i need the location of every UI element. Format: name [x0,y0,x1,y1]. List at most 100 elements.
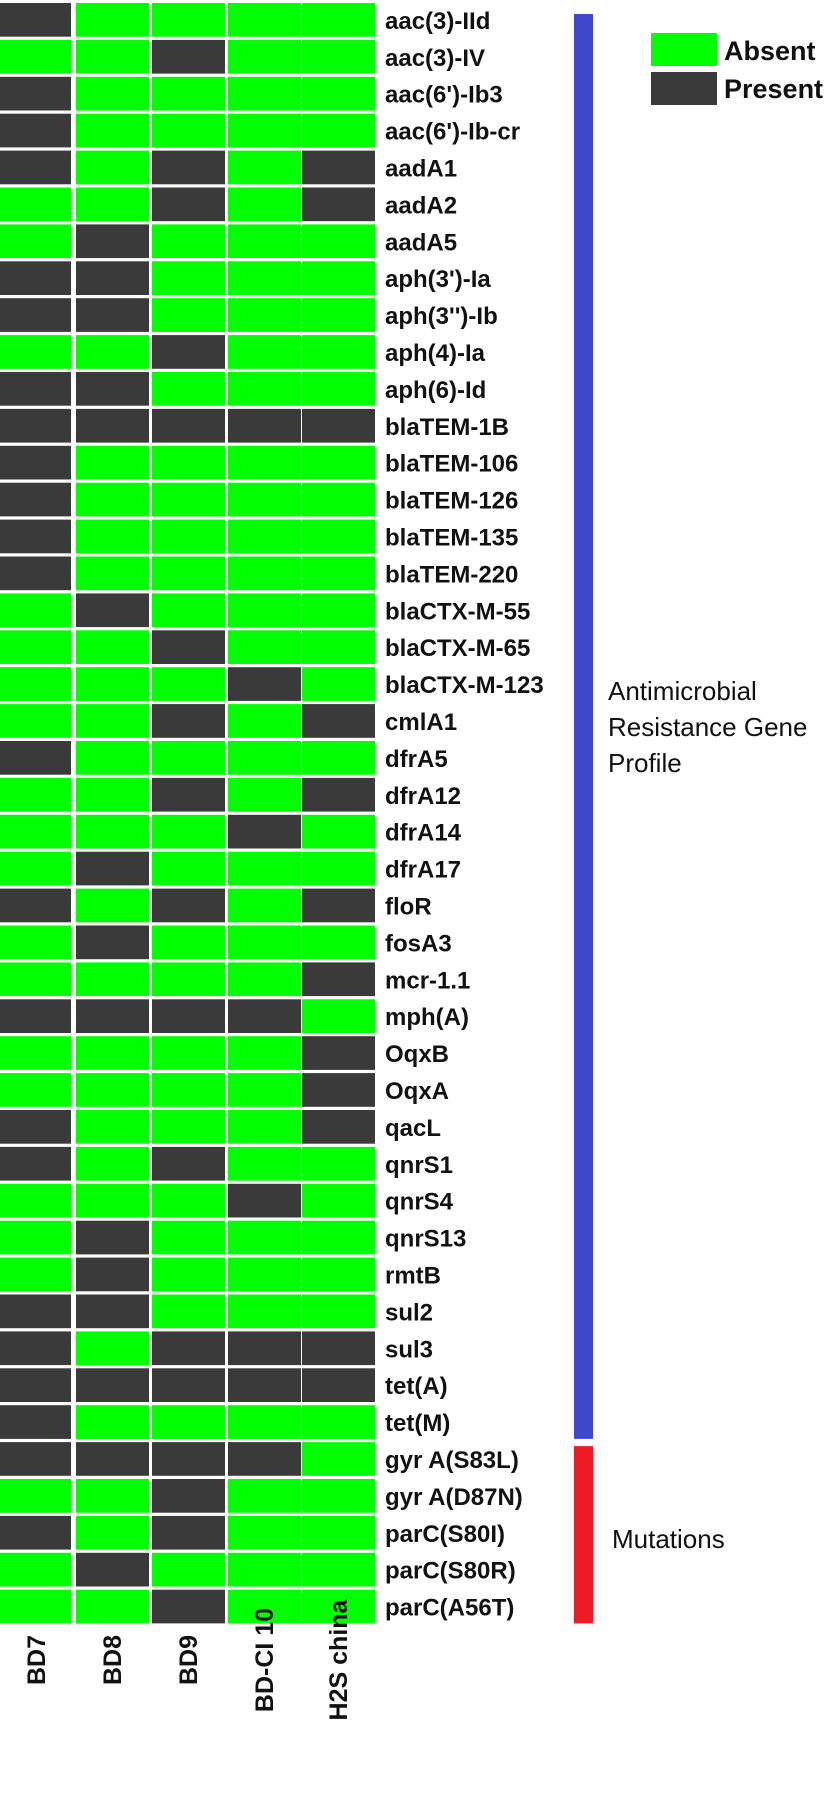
cell-blatem-135-bd8 [76,519,149,554]
cell-parc-s80i-bd-ci-10 [228,1515,301,1550]
cell-parc-a56t-bd-ci-10 [228,1589,301,1624]
cell-oqxb-bd7 [0,1036,71,1070]
cell-dfra14-bd8 [76,814,149,849]
cell-blatem-135-bd7 [0,519,71,554]
cell-blatem-106-bd8 [76,445,149,480]
cell-oqxb-bd8 [76,1036,149,1070]
cell-tet-a-bd-ci-10 [228,1368,301,1402]
cell-blatem-1b-bd9 [152,408,225,443]
cell-aph-3-ib-h2s-china [302,298,375,332]
cell-fosa3-h2s-china [302,925,375,960]
row-label: aac(6')-Ib3 [385,82,503,109]
cell-parc-s80r-bd8 [76,1552,149,1587]
row-label: aac(3)-IId [385,8,490,35]
cell-aac-6-ib3-h2s-china [302,76,375,111]
cell-parc-s80r-bd9 [152,1552,225,1587]
cell-tet-a-h2s-china [302,1368,375,1402]
cell-blatem-126-bd7 [0,482,71,517]
cell-cmla1-h2s-china [302,704,375,738]
cell-parc-s80i-bd7 [0,1515,71,1550]
cell-aph-3-ia-h2s-china [302,261,375,295]
cell-parc-s80r-h2s-china [302,1552,375,1587]
cell-qnrs1-h2s-china [302,1146,375,1181]
cell-cmla1-bd7 [0,704,71,738]
row-label: qnrS13 [385,1226,466,1253]
cell-blactx-m-123-bd9 [152,667,225,701]
legend-label-absent: Absent [724,36,816,66]
cell-flor-bd7 [0,888,71,923]
cell-dfra12-bd9 [152,777,225,812]
cell-mcr-1-1-bd9 [152,962,225,997]
row-label: OqxA [385,1078,449,1105]
cell-aac-3-iid-bd9 [152,3,225,37]
cell-aph-3-ib-bd9 [152,298,225,332]
cell-blatem-135-bd-ci-10 [228,519,301,554]
cell-aac-6-ib-cr-bd9 [152,113,225,148]
row-label: dfrA14 [385,820,462,847]
row-label: sul3 [385,1336,433,1363]
cell-qnrs4-bd9 [152,1183,225,1218]
cell-qnrs1-bd7 [0,1146,71,1181]
column-labels: BD7 BD8 BD9 BD-CI 10 H2S china [23,1598,353,1720]
cell-blactx-m-65-bd7 [0,630,71,664]
cell-qacl-bd-ci-10 [228,1110,301,1144]
group-label-antimicrobial-resistance-gene-profile: Antimicrobial Resistance Gene Profile [608,673,807,781]
cell-tet-a-bd8 [76,1368,149,1402]
cell-gyr-a-d87n-bd7 [0,1479,71,1513]
row-label: qacL [385,1115,441,1142]
cell-dfra12-bd-ci-10 [228,777,301,812]
cell-fosa3-bd7 [0,925,71,960]
cell-parc-s80r-bd7 [0,1552,71,1587]
cell-blactx-m-55-bd-ci-10 [228,593,301,628]
cell-aac-3-iid-h2s-china [302,3,375,37]
cell-mph-a-bd8 [76,999,149,1033]
cell-qnrs13-h2s-china [302,1220,375,1255]
row-label: mph(A) [385,1004,469,1031]
cell-sul3-bd8 [76,1331,149,1366]
cell-aph-3-ib-bd8 [76,298,149,332]
cell-qnrs13-bd-ci-10 [228,1220,301,1255]
cell-aph-4-ia-h2s-china [302,335,375,369]
cell-parc-s80i-bd8 [76,1515,149,1550]
cell-sul3-bd7 [0,1331,71,1366]
cell-aac-3-iid-bd8 [76,3,149,37]
cell-dfra14-bd9 [152,814,225,849]
cell-oqxb-bd9 [152,1036,225,1070]
group-bar-mutations [574,1446,593,1624]
cell-flor-bd-ci-10 [228,888,301,923]
cell-blatem-220-bd8 [76,556,149,591]
row-label: aph(6)-Id [385,377,486,404]
cell-mcr-1-1-h2s-china [302,962,375,997]
cell-blactx-m-65-bd9 [152,630,225,664]
cell-dfra5-bd7 [0,741,71,775]
cell-dfra5-h2s-china [302,741,375,775]
cell-sul3-h2s-china [302,1331,375,1366]
cell-aada2-bd8 [76,187,149,222]
column-label: H2S china [325,1598,353,1720]
row-label: aadA5 [385,229,457,256]
cell-sul3-bd9 [152,1331,225,1366]
cell-blatem-106-bd-ci-10 [228,445,301,480]
cell-gyr-a-s83l-h2s-china [302,1442,375,1476]
row-label: parC(A56T) [385,1595,514,1622]
cell-cmla1-bd9 [152,704,225,738]
cell-dfra14-bd7 [0,814,71,849]
group-label-line: Antimicrobial [608,675,757,706]
row-label: blaTEM-106 [385,451,518,478]
row-label: qnrS4 [385,1189,454,1216]
cell-aada1-bd8 [76,150,149,185]
row-label: aadA1 [385,155,457,182]
cell-tet-m-bd-ci-10 [228,1405,301,1439]
cell-dfra12-bd8 [76,777,149,812]
cell-flor-bd9 [152,888,225,923]
cell-aac-6-ib-cr-h2s-china [302,113,375,148]
row-label: gyr A(D87N) [385,1484,523,1511]
group-bars [574,14,593,1624]
cell-aada5-h2s-china [302,224,375,259]
cell-tet-m-bd7 [0,1405,71,1439]
row-label: rmtB [385,1262,441,1289]
legend-swatch-absent [651,33,717,66]
cell-blactx-m-55-h2s-china [302,593,375,628]
row-label: dfrA5 [385,746,448,773]
